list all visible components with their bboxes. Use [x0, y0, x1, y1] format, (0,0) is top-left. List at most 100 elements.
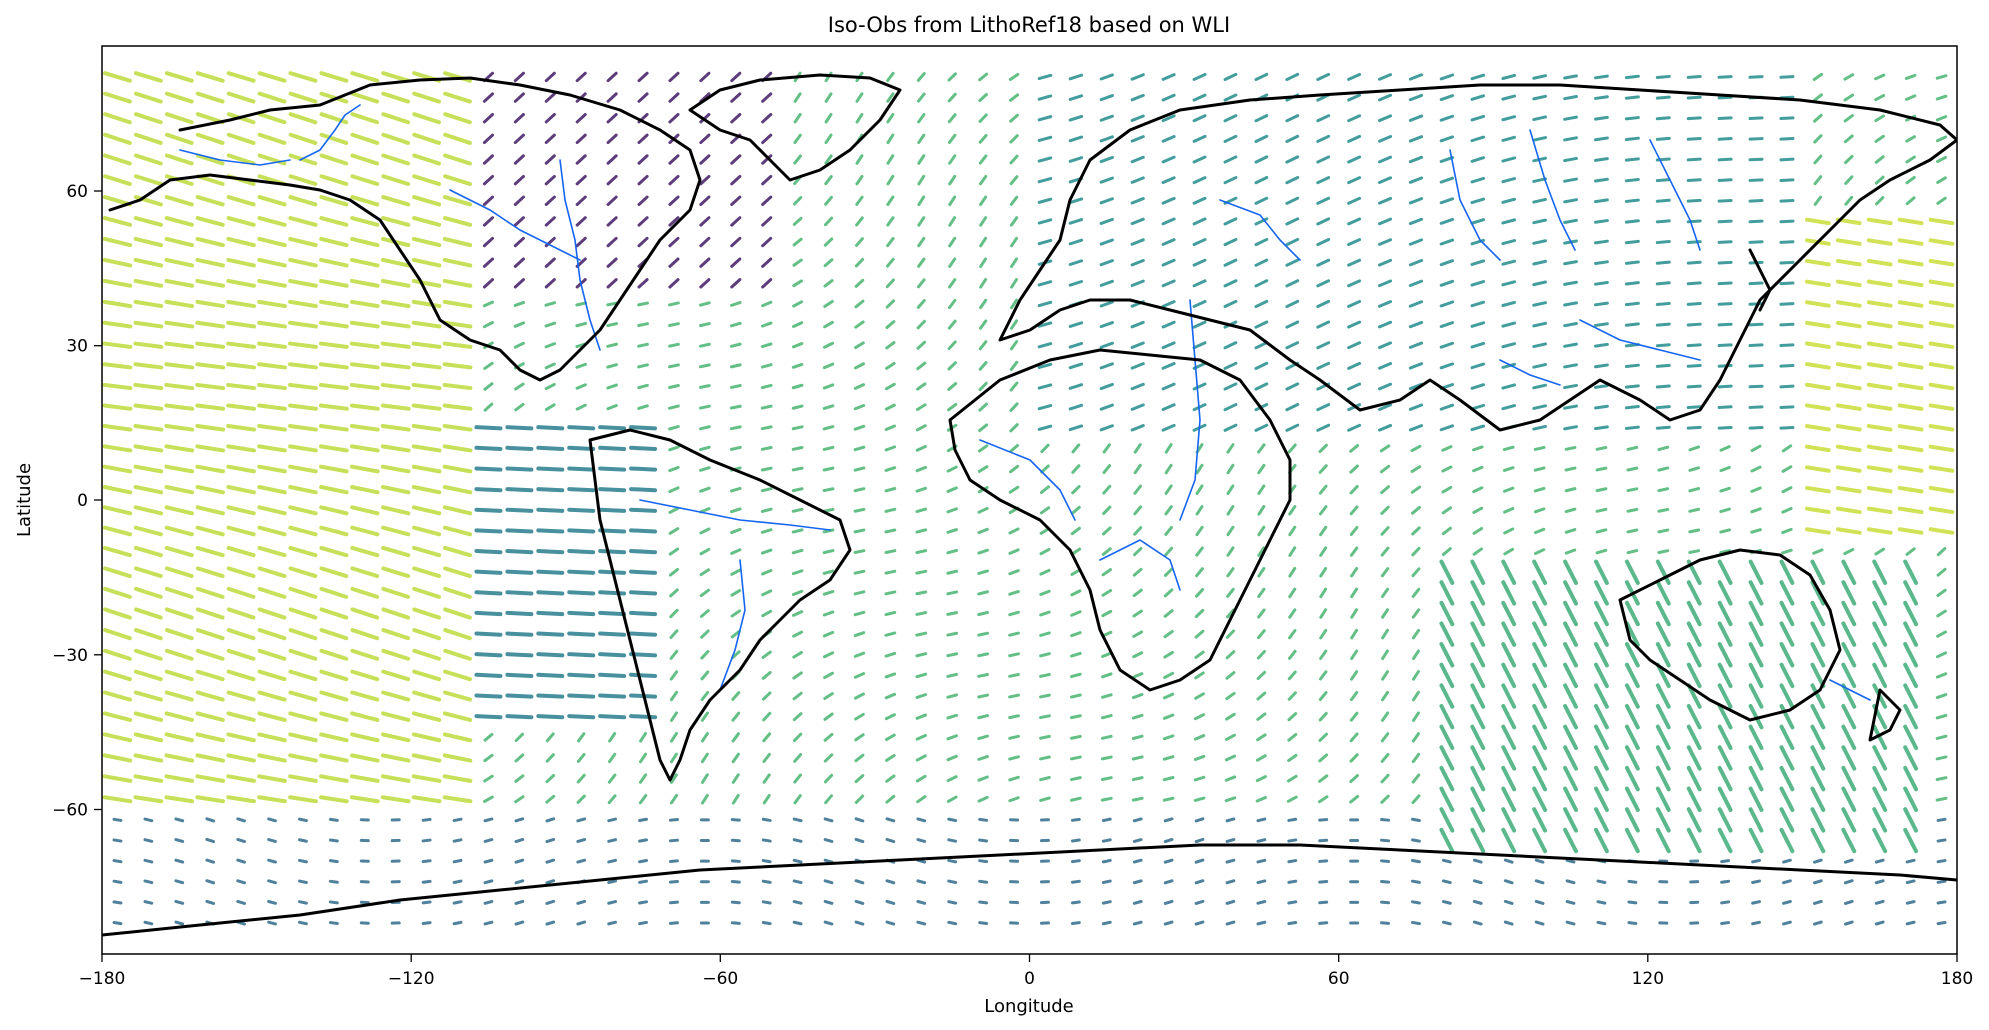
- vector-arrow: [1163, 567, 1174, 577]
- vector-arrow: [226, 444, 256, 453]
- vector-arrow: [513, 133, 525, 145]
- vector-arrow: [1285, 196, 1300, 205]
- x-tick-label: −60: [702, 969, 738, 989]
- vector-arrow: [474, 714, 503, 720]
- vector-arrow: [1534, 879, 1545, 885]
- vector-arrow: [442, 341, 473, 349]
- vector-arrow: [760, 507, 773, 513]
- vector-arrow: [598, 548, 627, 555]
- vector-arrow: [1779, 703, 1795, 730]
- vector-arrow: [1319, 628, 1328, 640]
- vector-arrow: [1411, 711, 1420, 722]
- vector-arrow: [1287, 649, 1297, 660]
- vector-arrow: [257, 257, 287, 268]
- vector-arrow: [195, 403, 226, 411]
- vector-arrow: [1472, 506, 1484, 514]
- vector-arrow: [1563, 322, 1578, 328]
- vector-arrow: [226, 545, 256, 558]
- vector-arrow: [1411, 526, 1421, 536]
- vector-arrow: [1897, 279, 1924, 288]
- vector-arrow: [1287, 838, 1298, 843]
- vector-arrow: [1408, 238, 1424, 246]
- vector-arrow: [598, 714, 627, 720]
- vector-arrow: [1903, 580, 1919, 606]
- vector-arrow: [916, 319, 926, 330]
- vector-arrow: [442, 753, 473, 763]
- vector-arrow: [668, 404, 680, 410]
- vector-arrow: [1624, 642, 1640, 668]
- vector-arrow: [483, 879, 494, 885]
- vector-arrow: [1655, 116, 1671, 121]
- vector-arrow: [474, 487, 503, 493]
- vector-arrow: [1069, 755, 1082, 761]
- vector-arrow: [1408, 300, 1424, 308]
- vector-arrow: [854, 237, 864, 247]
- vector-arrow: [730, 818, 741, 822]
- vector-arrow: [853, 424, 866, 431]
- vector-arrow: [853, 383, 866, 390]
- vector-arrow: [1594, 363, 1609, 369]
- vector-arrow: [1655, 425, 1671, 430]
- vector-arrow: [1039, 652, 1051, 658]
- vector-arrow: [319, 607, 349, 620]
- vector-arrow: [575, 71, 587, 83]
- vector-arrow: [195, 444, 226, 453]
- vector-arrow: [1378, 423, 1393, 432]
- vector-arrow: [978, 879, 989, 884]
- vector-arrow: [978, 133, 988, 144]
- vector-arrow: [915, 652, 928, 658]
- vector-arrow: [567, 631, 596, 637]
- vector-arrow: [1532, 115, 1547, 122]
- vector-arrow: [823, 773, 834, 784]
- vector-arrow: [1224, 775, 1237, 782]
- vector-arrow: [1594, 136, 1609, 142]
- vector-arrow: [164, 545, 194, 558]
- vector-arrow: [917, 174, 926, 186]
- vector-arrow: [1626, 549, 1639, 555]
- vector-arrow: [668, 216, 680, 227]
- vector-arrow: [729, 486, 742, 493]
- vector-arrow: [1193, 796, 1206, 802]
- vector-arrow: [761, 879, 772, 884]
- vector-arrow: [1624, 363, 1640, 369]
- vector-arrow: [421, 838, 432, 843]
- vector-arrow: [257, 669, 287, 682]
- vector-arrow: [885, 899, 896, 905]
- vector-arrow: [1936, 609, 1947, 618]
- vector-arrow: [381, 505, 411, 516]
- vector-arrow: [288, 669, 318, 682]
- vector-arrow: [576, 838, 587, 843]
- vector-arrow: [1626, 507, 1639, 513]
- vector-arrow: [1564, 507, 1577, 514]
- vector-arrow: [1164, 443, 1173, 454]
- vector-arrow: [946, 672, 959, 678]
- vector-arrow: [1316, 258, 1331, 267]
- vector-arrow: [1835, 238, 1862, 246]
- vector-arrow: [505, 714, 534, 720]
- vector-arrow: [1439, 321, 1455, 329]
- vector-arrow: [1225, 671, 1236, 680]
- vector-arrow: [257, 690, 287, 702]
- vector-arrow: [1254, 258, 1269, 267]
- vector-arrow: [474, 672, 503, 679]
- vector-arrow: [102, 320, 133, 329]
- vector-arrow: [102, 753, 133, 763]
- vector-arrow: [133, 505, 164, 516]
- vector-arrow: [1411, 900, 1421, 905]
- vector-arrow: [1472, 920, 1483, 926]
- vector-arrow: [1779, 807, 1795, 833]
- vector-arrow: [853, 362, 865, 370]
- vector-arrow: [823, 753, 834, 763]
- vector-arrow: [288, 545, 318, 558]
- vector-arrow: [1008, 734, 1020, 740]
- vector-arrow: [1779, 580, 1795, 606]
- vector-arrow: [1349, 444, 1360, 453]
- vector-arrow: [1717, 662, 1733, 689]
- vector-arrow: [442, 795, 473, 804]
- vector-arrow: [411, 382, 442, 391]
- vector-arrow: [1655, 683, 1671, 709]
- vector-arrow: [102, 216, 133, 227]
- vector-arrow: [1686, 405, 1702, 410]
- vector-arrow: [1068, 259, 1084, 267]
- vector-arrow: [1008, 590, 1020, 596]
